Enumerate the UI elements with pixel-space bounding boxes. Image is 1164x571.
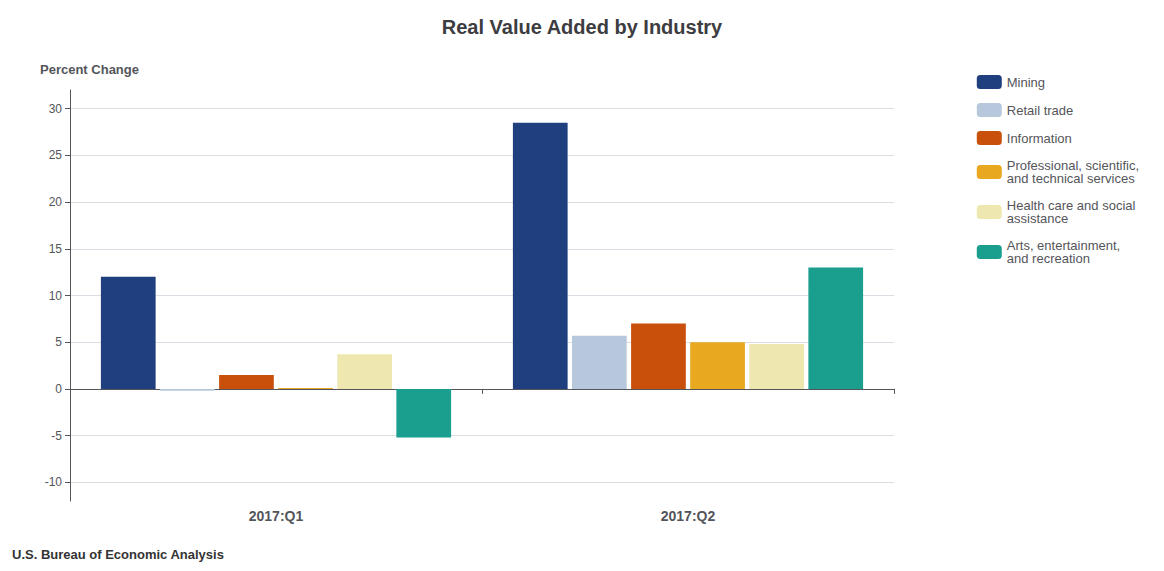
svg-text:5: 5: [55, 335, 62, 349]
svg-text:and recreation: and recreation: [1007, 251, 1090, 266]
svg-text:Retail trade: Retail trade: [1007, 103, 1073, 118]
svg-text:Real Value Added by Industry: Real Value Added by Industry: [442, 16, 723, 38]
svg-text:15: 15: [49, 242, 63, 256]
svg-text:Health care and social: Health care and social: [1006, 198, 1136, 213]
svg-text:Information: Information: [1007, 131, 1072, 146]
svg-text:and technical services: and technical services: [1007, 171, 1135, 186]
svg-text:-10: -10: [45, 475, 63, 489]
svg-text:0: 0: [55, 382, 62, 396]
svg-text:Arts, entertainment,: Arts, entertainment,: [1006, 238, 1121, 253]
svg-text:Professional, scientific,: Professional, scientific,: [1006, 158, 1139, 173]
svg-text:Percent Change: Percent Change: [40, 62, 139, 77]
svg-text:assistance: assistance: [1007, 211, 1068, 226]
svg-text:25: 25: [49, 148, 63, 162]
svg-text:10: 10: [49, 289, 63, 303]
svg-text:U.S. Bureau of Economic Analys: U.S. Bureau of Economic Analysis: [12, 547, 224, 562]
svg-text:20: 20: [49, 195, 63, 209]
svg-text:Mining: Mining: [1007, 75, 1045, 90]
svg-text:-5: -5: [51, 429, 62, 443]
svg-text:2017:Q2: 2017:Q2: [661, 508, 716, 524]
svg-text:2017:Q1: 2017:Q1: [249, 508, 304, 524]
svg-text:30: 30: [49, 102, 63, 116]
